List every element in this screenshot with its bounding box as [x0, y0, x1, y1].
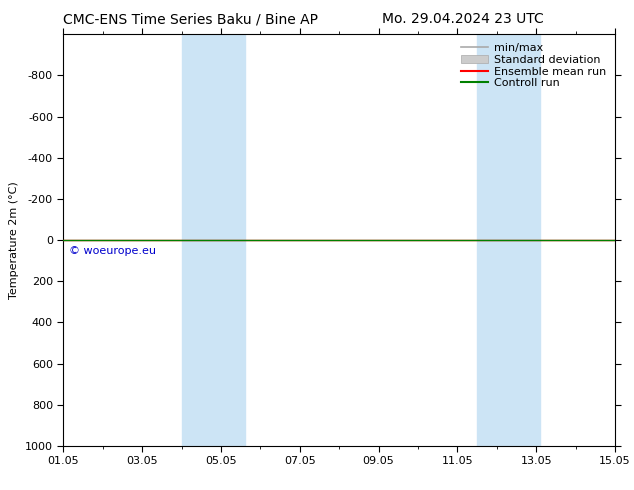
Text: Mo. 29.04.2024 23 UTC: Mo. 29.04.2024 23 UTC: [382, 12, 544, 26]
Text: CMC-ENS Time Series Baku / Bine AP: CMC-ENS Time Series Baku / Bine AP: [63, 12, 318, 26]
Text: © woeurope.eu: © woeurope.eu: [69, 246, 157, 256]
Bar: [477, 34, 540, 446]
Y-axis label: Temperature 2m (°C): Temperature 2m (°C): [10, 181, 20, 299]
Bar: [181, 34, 245, 446]
Legend: min/max, Standard deviation, Ensemble mean run, Controll run: min/max, Standard deviation, Ensemble me…: [457, 40, 609, 92]
